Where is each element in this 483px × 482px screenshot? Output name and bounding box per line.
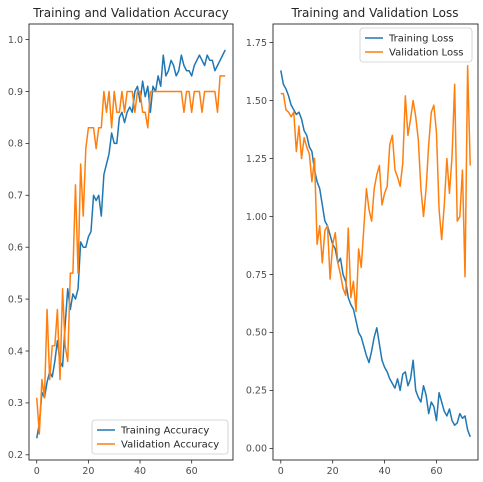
accuracy-x-tick-label: 40 — [134, 466, 146, 477]
loss-y-tick-label: 1.75 — [246, 38, 267, 49]
loss-axes-frame — [272, 23, 479, 461]
accuracy-y-tick-label: 0.2 — [8, 450, 23, 461]
accuracy-y-tick-label: 0.7 — [8, 191, 23, 202]
accuracy-legend-label-training: Training Accuracy — [120, 426, 209, 437]
loss-y-tick-label: 0.00 — [246, 444, 267, 455]
accuracy-chart-title: Training and Validation Accuracy — [32, 6, 228, 20]
loss-chart: Training and Validation Loss 0 20 40 60 0.00… — [246, 6, 479, 477]
accuracy-y-tick-label: 0.4 — [8, 346, 23, 357]
accuracy-y-tick-label: 0.6 — [8, 242, 23, 253]
loss-y-tick-label: 0.75 — [246, 270, 267, 281]
accuracy-x-tick-label: 0 — [34, 466, 40, 477]
loss-x-tick-label: 60 — [430, 466, 442, 477]
loss-y-tick-label: 0.50 — [246, 328, 267, 339]
loss-legend-label-training: Training Loss — [388, 34, 454, 45]
accuracy-y-tick-label: 0.5 — [8, 294, 23, 305]
loss-x-tick-label: 40 — [379, 466, 391, 477]
loss-y-tick-label: 1.50 — [246, 96, 267, 107]
loss-y-tick-label: 1.00 — [246, 212, 267, 223]
accuracy-x-tick-label: 20 — [82, 466, 94, 477]
loss-legend-box — [359, 27, 473, 63]
accuracy-legend-box — [91, 419, 229, 455]
loss-x-tick-label: 0 — [278, 466, 284, 477]
loss-legend-label-validation: Validation Loss — [389, 48, 464, 59]
accuracy-y-tick-label: 0.3 — [8, 398, 23, 409]
accuracy-legend: Training Accuracy Validation Accuracy — [91, 419, 229, 455]
loss-legend: Training Loss Validation Loss — [359, 27, 473, 63]
loss-validation-line — [280, 64, 471, 313]
loss-training-line — [280, 70, 471, 438]
accuracy-y-tick-label: 0.8 — [8, 139, 23, 150]
loss-chart-title: Training and Validation Loss — [291, 6, 459, 20]
accuracy-validation-line — [36, 75, 226, 435]
loss-y-tick-label: 1.25 — [246, 154, 267, 165]
accuracy-axes-frame — [28, 23, 234, 461]
accuracy-x-tick-label: 60 — [186, 466, 198, 477]
accuracy-y-tick-label: 0.9 — [8, 87, 23, 98]
accuracy-chart: Training and Validation Accuracy 0 20 40 60… — [8, 6, 234, 477]
loss-x-tick-label: 20 — [327, 466, 339, 477]
accuracy-training-line — [36, 49, 226, 439]
accuracy-y-tick-label: 1.0 — [8, 35, 23, 46]
loss-y-tick-label: 0.25 — [246, 386, 267, 397]
accuracy-legend-label-validation: Validation Accuracy — [121, 440, 219, 451]
